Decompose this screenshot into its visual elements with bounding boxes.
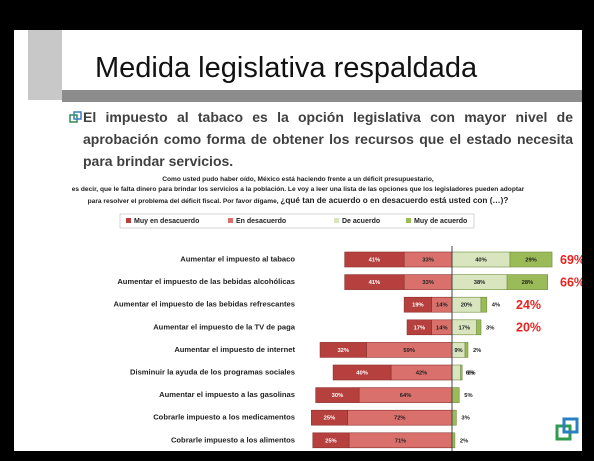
bar-segment bbox=[312, 432, 350, 449]
value-label: 38% bbox=[474, 280, 486, 286]
legend-label: Muy de acuerdo bbox=[414, 218, 467, 225]
value-label: 17% bbox=[414, 325, 426, 331]
bullet-icon bbox=[69, 111, 82, 123]
value-label: 4% bbox=[492, 303, 500, 309]
category-label: Cobrarle impuesto a los medicamentos bbox=[153, 413, 295, 422]
category-label: Aumentar el impuesto a las gasolinas bbox=[159, 390, 295, 399]
value-label: 71% bbox=[395, 438, 407, 444]
value-label: 6% bbox=[466, 371, 474, 377]
bar-segment bbox=[344, 251, 405, 268]
bar-segment bbox=[451, 387, 460, 403]
value-label: 17% bbox=[459, 325, 471, 331]
bar-segment bbox=[480, 296, 488, 313]
value-label: 64% bbox=[400, 393, 412, 399]
category-label: Aumentar el impuesto de internet bbox=[174, 345, 295, 354]
bar-segment bbox=[406, 319, 432, 336]
bar-segment bbox=[344, 274, 405, 290]
gray-block bbox=[28, 30, 62, 100]
value-label: 2% bbox=[473, 348, 481, 354]
bar-segment bbox=[451, 409, 457, 426]
value-label: 25% bbox=[325, 438, 337, 444]
bar-segment bbox=[311, 409, 348, 426]
value-label: 1% bbox=[467, 371, 475, 377]
bar-segment bbox=[460, 364, 463, 381]
bar-segment bbox=[476, 319, 482, 336]
value-label: 41% bbox=[369, 280, 381, 286]
slide: Medida legislativa respaldada El impuest… bbox=[14, 30, 582, 451]
legend-swatch bbox=[334, 218, 339, 223]
legend-swatch bbox=[228, 218, 233, 223]
legend-label: De acuerdo bbox=[342, 218, 380, 225]
legend-frame bbox=[119, 213, 475, 229]
value-label: 33% bbox=[422, 258, 434, 264]
intro-line: para resolver el problema del déficit fi… bbox=[87, 198, 279, 205]
value-label: 30% bbox=[332, 393, 344, 399]
chart: Muy en desacuerdo En desacuerdo De acuerdo… bbox=[114, 213, 582, 451]
value-label: 28% bbox=[522, 280, 534, 286]
total-label: 20% bbox=[516, 321, 541, 335]
legend-label: Muy en desacuerdo bbox=[134, 218, 199, 225]
total-label: 66% bbox=[560, 275, 582, 289]
bar-segment bbox=[464, 342, 469, 358]
bullet-text: El impuesto al tabaco es la opción legis… bbox=[83, 109, 573, 169]
bar-segment bbox=[451, 364, 461, 381]
value-label: 19% bbox=[412, 303, 424, 309]
value-label: 32% bbox=[337, 348, 349, 354]
category-label: Cobrarle impuesto a los alimentos bbox=[171, 435, 295, 444]
intro-line: es decir, que le falta dinero para brind… bbox=[71, 186, 525, 193]
value-label: 25% bbox=[324, 416, 336, 422]
logo-icon bbox=[555, 417, 579, 441]
value-label: 9% bbox=[454, 348, 462, 354]
value-label: 29% bbox=[525, 258, 537, 264]
value-label: 2% bbox=[460, 438, 468, 444]
bar-segment bbox=[403, 296, 432, 313]
category-label: Aumentar el impuesto de las bebidas alco… bbox=[117, 277, 295, 286]
bar-segment bbox=[332, 364, 392, 381]
category-label: Aumentar el impuesto de la TV de paga bbox=[153, 322, 296, 331]
value-label: 14% bbox=[436, 325, 448, 331]
value-label: 3% bbox=[486, 325, 494, 331]
value-label: 5% bbox=[464, 393, 472, 399]
total-label: 24% bbox=[516, 298, 541, 312]
bar-segment bbox=[506, 274, 549, 290]
value-label: 59% bbox=[403, 348, 415, 354]
value-label: 42% bbox=[416, 371, 428, 377]
legend-swatch bbox=[406, 218, 411, 223]
category-label: Disminuir la ayuda de los programas soci… bbox=[130, 368, 295, 377]
intro-line: Como usted pudo haber oído, México está … bbox=[162, 176, 434, 183]
total-label: 69% bbox=[560, 253, 582, 267]
gray-band bbox=[62, 90, 582, 102]
value-label: 3% bbox=[461, 416, 469, 422]
legend-label: En desacuerdo bbox=[236, 218, 286, 225]
slide-title: Medida legislativa respaldada bbox=[95, 52, 478, 84]
category-label: Aumentar el impuesto al tabaco bbox=[180, 255, 295, 264]
value-label: 72% bbox=[394, 416, 406, 422]
value-label: 20% bbox=[461, 303, 473, 309]
value-label: 40% bbox=[475, 258, 487, 264]
value-label: 40% bbox=[356, 371, 368, 377]
bar-segment bbox=[319, 342, 367, 358]
question: ¿qué tan de acuerdo o en desacuerdo está… bbox=[280, 196, 509, 205]
value-label: 41% bbox=[369, 258, 381, 264]
bar-segment bbox=[315, 387, 360, 403]
category-label: Aumentar el impuesto de las bebidas refr… bbox=[114, 300, 295, 309]
bar-segment bbox=[509, 251, 553, 268]
value-label: 33% bbox=[422, 280, 434, 286]
value-label: 14% bbox=[436, 303, 448, 309]
legend-swatch bbox=[126, 218, 131, 223]
intro-line: para resolver el problema del déficit fi… bbox=[14, 196, 582, 205]
